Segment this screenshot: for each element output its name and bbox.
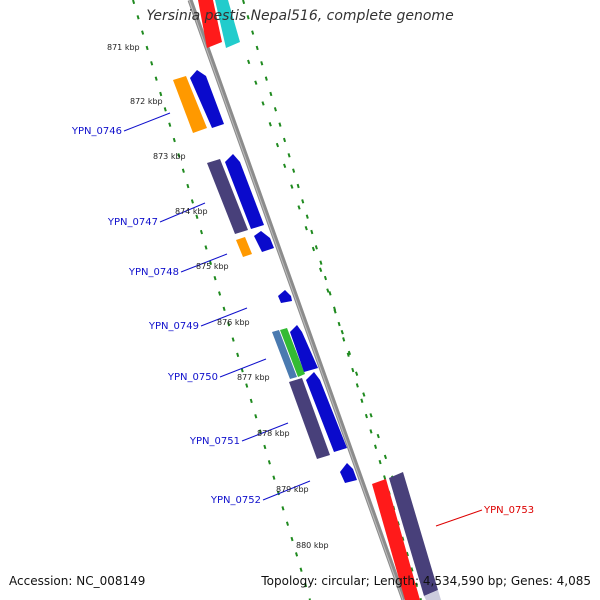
accession-text: Accession: NC_008149 bbox=[9, 574, 146, 588]
ruler-label: 871 kbp bbox=[107, 43, 140, 52]
gene-feature bbox=[424, 590, 441, 600]
ruler-label: 876 kbp bbox=[217, 318, 250, 327]
gene-feature bbox=[289, 378, 330, 459]
leader-line bbox=[180, 253, 228, 273]
gene-label[interactable]: YPN_0748 bbox=[128, 267, 179, 278]
gene-feature bbox=[372, 479, 420, 600]
gene-feature bbox=[207, 159, 248, 234]
genome-backbone bbox=[187, 0, 407, 600]
gene-feature bbox=[306, 372, 347, 452]
leader-line bbox=[123, 112, 171, 132]
genome-backbone-highlight bbox=[188, 0, 404, 600]
leader-line bbox=[241, 422, 289, 442]
gene-label[interactable]: YPN_0747 bbox=[107, 217, 158, 228]
gene-label[interactable]: YPN_0751 bbox=[189, 436, 240, 447]
label-leaders bbox=[123, 112, 483, 527]
ruler-label: 872 kbp bbox=[130, 97, 163, 106]
ruler-label: 873 kbp bbox=[153, 152, 186, 161]
gene-label[interactable]: YPN_0753 bbox=[483, 505, 534, 516]
gene-label[interactable]: YPN_0750 bbox=[167, 372, 218, 383]
ruler-label: 875 kbp bbox=[196, 262, 229, 271]
gene-label[interactable]: YPN_0749 bbox=[148, 321, 199, 332]
ruler-label: 878 kbp bbox=[257, 429, 290, 438]
gene-feature bbox=[173, 76, 207, 133]
ruler-label: 879 kbp bbox=[276, 485, 309, 494]
gene-feature bbox=[236, 237, 252, 257]
leader-line bbox=[200, 307, 248, 327]
gene-feature bbox=[280, 328, 305, 377]
gene-feature bbox=[215, 0, 240, 48]
gene-feature bbox=[225, 154, 264, 229]
map-title: Yersinia pestis Nepal516, complete genom… bbox=[146, 8, 454, 24]
gene-feature bbox=[198, 0, 222, 48]
ruler-label: 877 kbp bbox=[237, 373, 270, 382]
gene-feature bbox=[290, 325, 318, 372]
ruler-labels: 871 kbp 872 kbp 873 kbp 874 kbp 875 kbp … bbox=[107, 43, 329, 550]
gene-label[interactable]: YPN_0746 bbox=[71, 126, 122, 137]
gene-features bbox=[173, 0, 441, 600]
gene-feature bbox=[272, 330, 297, 379]
ruler-label: 874 kbp bbox=[175, 207, 208, 216]
gene-label[interactable]: YPN_0752 bbox=[210, 495, 261, 506]
leader-line bbox=[435, 509, 483, 527]
gene-labels: YPN_0746 YPN_0747 YPN_0748 YPN_0749 YPN_… bbox=[71, 126, 534, 516]
gene-feature bbox=[190, 70, 224, 128]
track-band bbox=[150, 0, 405, 600]
gene-feature bbox=[254, 231, 274, 252]
gene-feature bbox=[389, 472, 438, 596]
leader-line bbox=[159, 202, 206, 223]
leader-line bbox=[219, 358, 267, 378]
ruler-label: 880 kbp bbox=[296, 541, 329, 550]
genome-summary-text: Topology: circular; Length: 4,534,590 bp… bbox=[261, 574, 591, 588]
gene-feature bbox=[340, 463, 357, 483]
gene-feature bbox=[278, 290, 292, 303]
leader-line bbox=[262, 480, 311, 501]
